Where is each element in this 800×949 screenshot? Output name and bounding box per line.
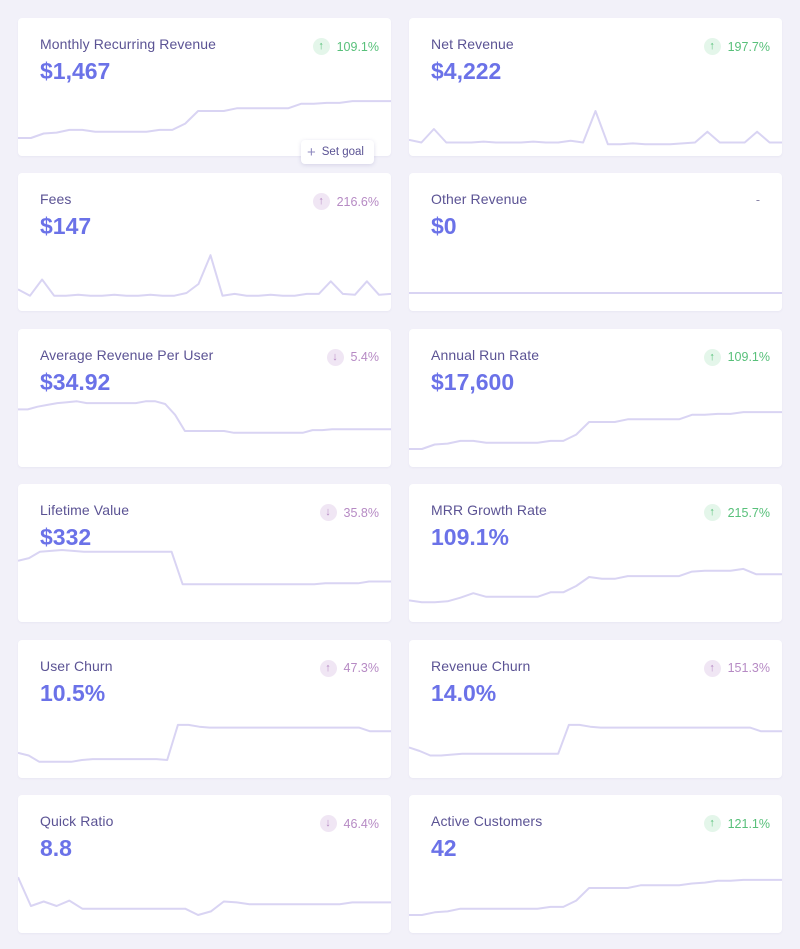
metric-label: Annual Run Rate [431, 346, 540, 363]
metric-label: Active Customers [431, 813, 543, 829]
metric-change-value: 121.1% [727, 816, 770, 831]
sparkline [409, 568, 782, 604]
metric-value: $147 [40, 213, 92, 240]
arrow-down-icon: ↓ [319, 815, 337, 832]
sparkline [409, 723, 782, 757]
arrow-down-icon: ↓ [319, 504, 337, 522]
sparkline-path [18, 549, 391, 586]
metric-value: $4,222 [431, 58, 502, 84]
metric-value: $1,467 [40, 58, 111, 84]
metric-value: $0 [431, 213, 457, 240]
metric-change-value: 47.3% [343, 661, 379, 676]
plus-icon: + [307, 143, 316, 161]
sparkline-path [409, 568, 782, 604]
metric-card-user-churn[interactable]: User Churn 10.5% ↑ 47.3% [18, 639, 391, 778]
sparkline [18, 400, 391, 434]
metric-value: $34.92 [40, 368, 111, 395]
arrow-up-icon: ↑ [319, 659, 337, 677]
arrow-up-icon: ↑ [703, 38, 721, 55]
metric-card-arpu[interactable]: Average Revenue Per User $34.92 ↓ 5.4% [18, 328, 391, 467]
metric-change: ↑ 216.6% [312, 193, 379, 211]
sparkline [18, 549, 391, 586]
metric-label: Fees [40, 191, 72, 208]
sparkline-path [18, 876, 391, 916]
set-goal-label: Set goal [321, 146, 364, 158]
metric-card-active-customers[interactable]: Active Customers 42 ↑ 121.1% [409, 795, 782, 933]
arrow-up-icon: ↑ [703, 348, 721, 366]
arrow-up-icon: ↑ [703, 659, 721, 677]
metric-card-fees[interactable]: Fees $147 ↑ 216.6% [18, 173, 391, 312]
sparkline-path [409, 410, 782, 450]
arrow-up-icon: ↑ [703, 504, 721, 522]
metric-card-mrr-growth-rate[interactable]: MRR Growth Rate 109.1% ↑ 215.7% [409, 484, 782, 623]
metric-change: ↑ 197.7% [703, 38, 770, 55]
arrow-up-icon: ↑ [703, 815, 721, 832]
set-goal-button[interactable]: + Set goal [301, 140, 374, 164]
metric-change-value: - [755, 193, 760, 208]
metric-value: 109.1% [431, 524, 510, 551]
sparkline [18, 876, 391, 916]
sparkline [409, 878, 782, 916]
metric-change-value: 215.7% [727, 505, 770, 520]
metric-change: ↑ 47.3% [319, 659, 379, 677]
metric-value: 8.8 [40, 835, 72, 861]
metric-card-revenue-churn[interactable]: Revenue Churn 14.0% ↑ 151.3% [409, 639, 782, 778]
metric-label: Lifetime Value [40, 502, 130, 519]
sparkline [409, 110, 782, 146]
metric-change: ↑ 109.1% [312, 38, 379, 55]
metric-card-other-revenue[interactable]: Other Revenue $0 - [409, 173, 782, 312]
arrow-down-icon: ↓ [326, 348, 344, 366]
sparkline [409, 292, 782, 295]
metric-change: ↓ 35.8% [319, 504, 379, 522]
metric-label: Average Revenue Per User [40, 346, 214, 363]
metric-change-value: 109.1% [336, 39, 379, 54]
metric-label: Monthly Recurring Revenue [40, 36, 217, 52]
metric-card-mrr[interactable]: Monthly Recurring Revenue $1,467 ↑ 109.1% [18, 18, 391, 156]
metric-change-value: 46.4% [343, 816, 379, 831]
metric-change-value: 35.8% [343, 505, 379, 520]
sparkline [18, 723, 391, 763]
sparkline-path [409, 878, 782, 916]
metric-card-net-revenue[interactable]: Net Revenue $4,222 ↑ 197.7% [409, 18, 782, 156]
sparkline [18, 100, 391, 139]
metric-value: 10.5% [40, 679, 106, 706]
metric-value: 14.0% [431, 679, 497, 706]
metric-label: Quick Ratio [40, 813, 114, 829]
metric-label: Net Revenue [431, 36, 514, 52]
metric-change-value: 151.3% [727, 661, 770, 676]
metric-change-value: 5.4% [350, 350, 380, 365]
metric-card-quick-ratio[interactable]: Quick Ratio 8.8 ↓ 46.4% [18, 795, 391, 933]
sparkline-path [409, 723, 782, 757]
metric-value: 42 [431, 835, 457, 861]
metric-change: - [756, 193, 760, 207]
metric-value: $332 [40, 524, 92, 551]
metric-change: ↓ 46.4% [319, 815, 379, 832]
arrow-up-icon: ↑ [312, 193, 330, 211]
sparkline [18, 254, 391, 298]
metric-change: ↓ 5.4% [326, 348, 380, 366]
metric-change: ↑ 121.1% [703, 815, 770, 832]
metric-change: ↑ 215.7% [703, 504, 770, 522]
sparkline-path [409, 110, 782, 146]
arrow-up-icon: ↑ [312, 38, 330, 55]
metric-value: $17,600 [431, 368, 515, 395]
sparkline-path [18, 400, 391, 434]
sparkline-path [18, 254, 391, 298]
metric-change: ↑ 109.1% [703, 348, 770, 366]
metric-card-lifetime-value[interactable]: Lifetime Value $332 ↓ 35.8% [18, 484, 391, 623]
sparkline-path [18, 100, 391, 139]
sparkline [409, 410, 782, 450]
metric-label: Revenue Churn [431, 657, 531, 674]
metric-change-value: 109.1% [727, 350, 770, 365]
metric-label: MRR Growth Rate [431, 502, 547, 519]
metric-label: User Churn [40, 657, 113, 674]
metric-change: ↑ 151.3% [703, 659, 770, 677]
sparkline-path [18, 723, 391, 763]
metric-change-value: 197.7% [727, 39, 770, 54]
metric-card-annual-run-rate[interactable]: Annual Run Rate $17,600 ↑ 109.1% [409, 328, 782, 467]
metric-change-value: 216.6% [336, 194, 379, 209]
metric-label: Other Revenue [431, 191, 528, 208]
